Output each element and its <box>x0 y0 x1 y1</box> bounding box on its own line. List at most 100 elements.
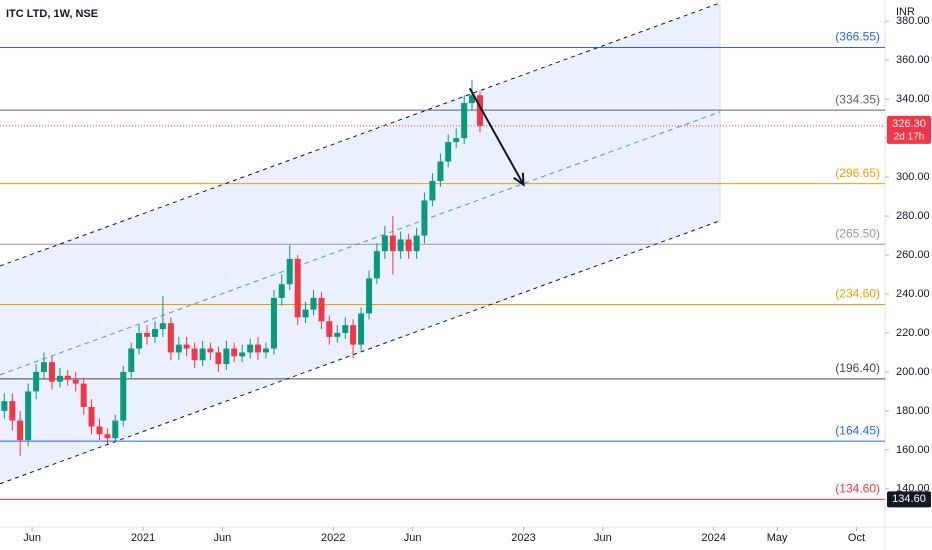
candle-body <box>302 309 309 318</box>
x-tick-label: 2024 <box>702 532 726 544</box>
candle-body <box>120 371 127 421</box>
y-tick-label: 180.00 <box>896 405 930 417</box>
candle-body <box>262 348 269 353</box>
channel-middle <box>0 111 721 376</box>
y-tick-label: 360.00 <box>896 54 930 66</box>
candle-body <box>476 95 483 126</box>
candle-body <box>96 426 103 435</box>
arrow-head <box>513 172 525 187</box>
x-tick-label: Jun <box>594 532 612 544</box>
x-tick-label: 2023 <box>511 532 535 544</box>
x-tick-label: Jun <box>23 532 41 544</box>
last-price-badge <box>887 115 931 144</box>
candle-body <box>231 348 238 357</box>
candle-body <box>223 348 230 365</box>
candle-body <box>72 379 79 384</box>
candle-body <box>152 329 159 337</box>
candle-body <box>310 297 317 310</box>
level-badge-label: 134.60 <box>892 493 926 505</box>
y-tick-label: 140.00 <box>896 483 930 495</box>
candle-body <box>389 235 396 252</box>
candle-body <box>334 332 341 337</box>
candle-body <box>413 235 420 252</box>
candle-body <box>25 391 32 441</box>
candle-body <box>270 297 277 349</box>
level-label: (296.65) <box>835 166 880 180</box>
candle-body <box>199 348 206 361</box>
candle-body <box>1 401 8 411</box>
candle-body <box>239 352 246 357</box>
candle-body <box>80 383 87 407</box>
candle-body <box>397 239 404 252</box>
candle-body <box>191 348 198 361</box>
candle-body <box>215 352 222 365</box>
candle-body <box>112 420 119 439</box>
level-label: (234.60) <box>835 287 880 301</box>
x-tick-label: Oct <box>848 532 865 544</box>
candle-body <box>144 332 151 337</box>
candle-body <box>278 284 285 298</box>
x-tick-label: May <box>767 532 788 544</box>
candle-body <box>247 344 254 353</box>
candle-body <box>183 344 190 349</box>
countdown-label: 2d 17h <box>894 131 925 142</box>
y-tick-label: 260.00 <box>896 249 930 261</box>
candle-body <box>40 362 47 372</box>
candle-body <box>104 434 111 439</box>
y-tick-label: 220.00 <box>896 327 930 339</box>
candle-body <box>294 258 301 318</box>
candle-body <box>175 344 182 353</box>
candle-body <box>128 348 135 372</box>
x-tick-label: Jun <box>404 532 422 544</box>
candle-body <box>326 321 333 337</box>
y-tick-label: 340.00 <box>896 93 930 105</box>
y-tick-label: 200.00 <box>896 366 930 378</box>
level-label: (196.40) <box>835 361 880 375</box>
level-label: (265.50) <box>835 226 880 240</box>
candle-body <box>429 180 436 201</box>
currency-label: INR <box>896 6 915 18</box>
y-tick-label: 300.00 <box>896 171 930 183</box>
y-tick-label: 380.00 <box>896 15 930 27</box>
y-tick-label: 240.00 <box>896 288 930 300</box>
candle-body <box>421 200 428 236</box>
candle-body <box>286 258 293 285</box>
candle-body <box>342 325 349 333</box>
level-label: (164.45) <box>835 423 880 437</box>
candle-body <box>381 235 388 252</box>
candle-body <box>56 375 63 382</box>
candle-body <box>159 323 166 330</box>
candle-body <box>437 161 444 181</box>
candle-body <box>17 420 24 441</box>
candle-body <box>9 401 16 421</box>
candle-body <box>366 278 373 314</box>
candle-body <box>136 332 143 349</box>
x-tick-label: 2022 <box>321 532 345 544</box>
channel-fill <box>0 2 721 484</box>
candle-body <box>445 142 452 162</box>
candle-body <box>373 251 380 279</box>
candle-body <box>453 138 460 143</box>
level-label: (366.55) <box>835 30 880 44</box>
chart-title: ITC LTD, 1W, NSE <box>6 8 98 20</box>
candle-body <box>350 325 357 345</box>
candle-body <box>468 95 475 104</box>
candle-body <box>48 362 55 382</box>
candle-body <box>254 344 261 353</box>
arrow-shaft <box>468 87 525 186</box>
level-badge <box>887 491 931 508</box>
candle-body <box>167 323 174 353</box>
y-tick-label: 160.00 <box>896 444 930 456</box>
last-price-label: 326.30 <box>892 118 926 130</box>
candle-body <box>207 348 214 353</box>
y-tick-label: 280.00 <box>896 210 930 222</box>
x-tick-label: 2021 <box>131 532 155 544</box>
level-label: (134.60) <box>835 482 880 496</box>
candle-body <box>405 239 412 252</box>
candle-body <box>358 313 365 345</box>
candle-body <box>461 103 468 139</box>
candle-body <box>318 297 325 322</box>
x-tick-label: Jun <box>214 532 232 544</box>
candle-body <box>64 375 71 380</box>
